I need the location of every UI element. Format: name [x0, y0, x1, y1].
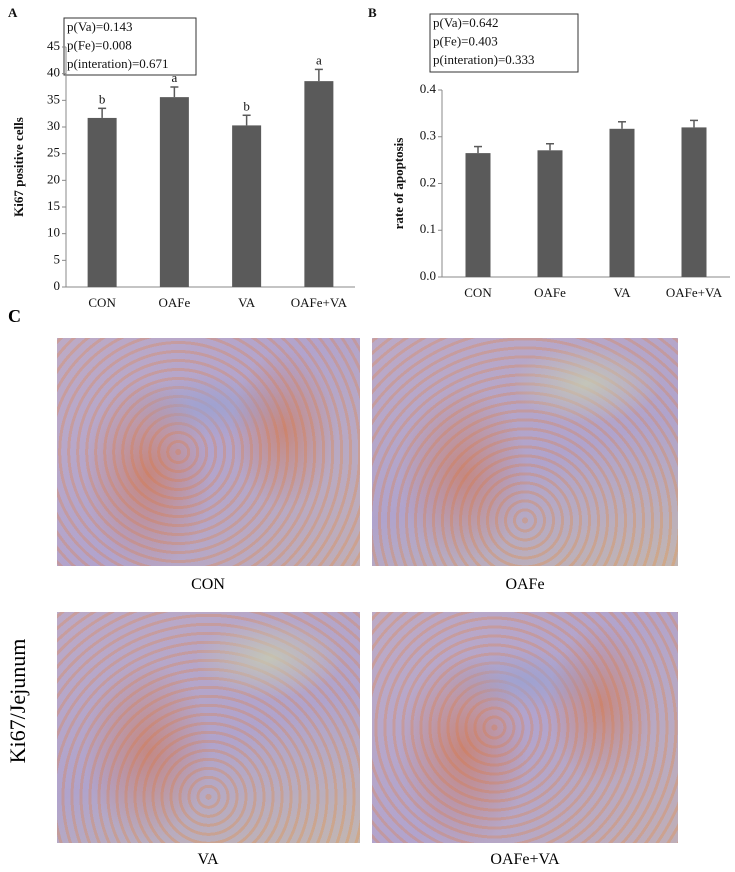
bar	[87, 117, 117, 287]
bar	[681, 127, 707, 278]
y-tick-label: 20	[47, 171, 60, 186]
significance-letter: a	[171, 70, 177, 85]
y-tick-label: 30	[47, 118, 60, 133]
panel-label: A	[8, 5, 18, 20]
bar	[304, 81, 334, 287]
y-tick-label: 40	[47, 65, 60, 80]
y-tick-label: 0.2	[420, 174, 436, 189]
y-tick-label: 45	[47, 38, 60, 53]
y-tick-label: 10	[47, 225, 60, 240]
annotation: p(interation)=0.671	[67, 56, 169, 71]
panel-label: B	[368, 5, 377, 20]
x-tick-label: OAFe	[158, 295, 190, 310]
bar	[537, 150, 563, 277]
y-axis-label: Ki67 positive cells	[11, 117, 26, 217]
y-tick-label: 0.4	[420, 81, 437, 96]
bar	[609, 128, 635, 277]
significance-letter: b	[99, 91, 106, 106]
micrograph	[57, 338, 360, 566]
annotation: p(Va)=0.143	[67, 19, 132, 34]
bar	[159, 97, 189, 287]
y-tick-label: 15	[47, 198, 60, 213]
bar	[465, 153, 491, 277]
y-axis-label: rate of apoptosis	[391, 138, 406, 230]
annotation-box	[429, 13, 579, 73]
x-tick-label: OAFe+VA	[291, 295, 348, 310]
micrograph	[57, 612, 360, 843]
x-tick-label: OAFe+VA	[666, 285, 723, 300]
y-tick-label: 5	[54, 251, 61, 266]
image-caption: OAFe+VA	[490, 851, 560, 868]
bar	[232, 125, 262, 288]
y-tick-label: 0.3	[420, 128, 436, 143]
x-tick-label: CON	[464, 285, 492, 300]
y-tick-label: 25	[47, 145, 60, 160]
x-tick-label: VA	[238, 295, 256, 310]
annotation: p(Fe)=0.008	[67, 37, 132, 52]
y-tick-label: 0	[54, 278, 61, 293]
significance-letter: b	[243, 98, 250, 113]
x-tick-label: CON	[88, 295, 116, 310]
y-tick-label: 0.1	[420, 221, 436, 236]
annotation: p(interation)=0.333	[433, 52, 535, 67]
charts: Ap(Va)=0.143 p(Fe)=0.008 p(interation)=0.6…	[8, 5, 730, 310]
side-label: Ki67/Jejunum	[5, 638, 30, 764]
y-tick-label: 0.0	[420, 268, 436, 283]
panel-label: C	[8, 306, 21, 326]
image-caption: OAFe	[505, 576, 545, 593]
micrograph	[372, 338, 678, 566]
micrograph	[372, 612, 678, 843]
significance-letter: a	[316, 52, 322, 67]
annotation: p(Va)=0.642	[433, 15, 498, 30]
annotation: p(Fe)=0.403	[433, 33, 498, 48]
x-tick-label: VA	[613, 285, 631, 300]
y-tick-label: 35	[47, 91, 60, 106]
x-tick-label: OAFe	[534, 285, 566, 300]
image-caption: CON	[191, 576, 225, 593]
image-caption: VA	[197, 851, 219, 868]
